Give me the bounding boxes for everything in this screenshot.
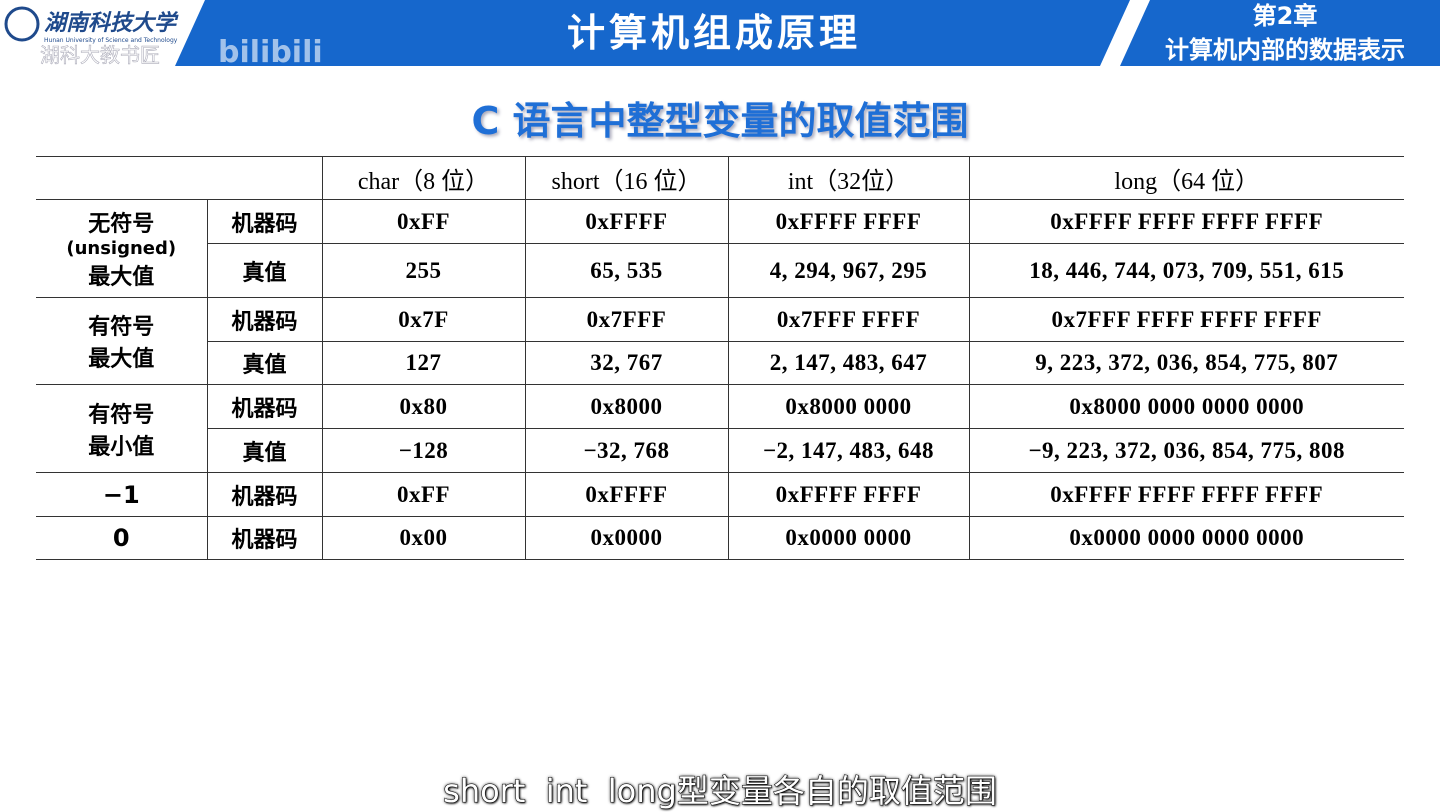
group-label-line: 无符号 [88, 212, 155, 237]
value-cell: 18, 446, 744, 073, 709, 551, 615 [968, 243, 1404, 298]
value-cell: 0x00 [321, 516, 526, 560]
group-label: 有符号 最大值 [36, 297, 208, 385]
value-cell: −9, 223, 372, 036, 854, 775, 808 [968, 428, 1404, 473]
row-kind: 真值 [207, 341, 323, 385]
group-label: −1 [36, 472, 208, 517]
group-label: 有符号 最小值 [36, 384, 208, 473]
group-label: 0 [36, 516, 208, 560]
column-header: long（64 位） [968, 156, 1404, 200]
table-row: 有符号 最大值 机器码 0x7F 0x7FFF 0x7FFF FFFF 0x7FFF FFF… [36, 297, 1404, 385]
column-header: int（32位） [727, 156, 970, 200]
value-cell: 0xFFFF FFFF FFFF FFFF [968, 199, 1404, 244]
value-cell: −128 [321, 428, 526, 473]
column-header: short（16 位） [524, 156, 729, 200]
value-cell: 0xFFFF FFFF [727, 199, 970, 244]
value-cell: 4, 294, 967, 295 [727, 243, 970, 298]
table-row: −1 机器码 0xFF 0xFFFF 0xFFFF FFFF 0xFFFF FFFF FF… [36, 472, 1404, 517]
value-cell: 0x7FFF FFFF [727, 297, 970, 342]
value-cell: 0xFFFF FFFF [727, 472, 970, 517]
logo-name: 湖南科技大学 [44, 10, 179, 36]
value-cell: 0x8000 0000 [727, 384, 970, 429]
group-label-line: (unsigned) [66, 238, 177, 259]
group-label-line: −1 [102, 480, 140, 509]
group-label-line: 最大值 [88, 265, 155, 290]
table-row: 0 机器码 0x00 0x0000 0x0000 0000 0x0000 0000 000… [36, 516, 1404, 560]
corner-cell [36, 156, 323, 200]
header-stripe [1100, 0, 1150, 66]
value-cell: 9, 223, 372, 036, 854, 775, 807 [968, 341, 1404, 385]
row-kind: 机器码 [206, 384, 323, 429]
value-cell: 0xFF [321, 199, 526, 244]
logo-emblem [4, 6, 40, 42]
watermark-site: bilibili [218, 35, 323, 66]
group-label-line: 最大值 [88, 347, 155, 372]
logo-panel [0, 0, 205, 66]
logo-subtitle: Hunan University of Science and Technolo… [44, 37, 178, 44]
header-row: char（8 位） short（16 位） int（32位） long（64 位） [36, 156, 1404, 200]
table-row: 无符号 (unsigned) 最大值 机器码 0xFF 0xFFFF 0xFFFF FFFF… [36, 199, 1404, 298]
row-kind: 机器码 [206, 297, 323, 342]
table-row: 真值 255 65, 535 4, 294, 967, 295 18, 446, 744… [36, 243, 1404, 298]
value-cell: 0x8000 0000 0000 0000 [968, 384, 1404, 429]
table-row: 真值 −128 −32, 768 −2, 147, 483, 648 −9, 223, … [36, 428, 1404, 473]
column-header: char（8 位） [321, 156, 526, 200]
value-cell: 0x7F [321, 297, 526, 342]
chapter: 第2章 [1253, 2, 1318, 30]
value-cell: −32, 768 [524, 428, 729, 473]
row-kind: 真值 [207, 428, 323, 473]
slide-title: C 语言中整型变量的取值范围 [471, 99, 969, 143]
group-label-line: 最小值 [88, 434, 155, 460]
subtitle-caption: short int long型变量各自的取值范围 [443, 772, 998, 811]
header-bar: 湖南科技大学 Hunan University of Science and T… [0, 0, 1440, 66]
value-cell: 32, 767 [524, 341, 729, 385]
value-cell: 0x7FFF [524, 297, 729, 342]
table-row: 有符号 最小值 机器码 0x80 0x8000 0x8000 0000 0x8000 000… [36, 384, 1404, 473]
value-cell: 2, 147, 483, 647 [727, 341, 970, 385]
value-cell: 0x0000 [524, 516, 729, 560]
group-label-line: 有符号 [88, 315, 155, 340]
row-kind: 机器码 [206, 199, 323, 244]
value-cell: 65, 535 [524, 243, 729, 298]
header-bg [0, 0, 1440, 66]
value-cell: 0xFFFF FFFF FFFF FFFF [968, 472, 1404, 517]
group-label-line: 有符号 [88, 402, 155, 428]
watermark: 湖科大教书匠 [40, 43, 160, 66]
row-kind: 真值 [207, 243, 323, 298]
range-table: char（8 位） short（16 位） int（32位） long（64 位） 无符… [36, 156, 1404, 560]
row-kind: 机器码 [206, 516, 323, 560]
value-cell: 0xFFFF [524, 199, 729, 244]
value-cell: 0x7FFF FFFF FFFF FFFF [968, 297, 1404, 342]
row-kind: 机器码 [206, 472, 323, 517]
value-cell: 127 [321, 341, 526, 385]
group-label-line: 0 [112, 524, 130, 552]
value-cell: 0xFF [321, 472, 526, 517]
value-cell: −2, 147, 483, 648 [727, 428, 970, 473]
value-cell: 0xFFFF [524, 472, 729, 517]
table-row: 真值 127 32, 767 2, 147, 483, 647 9, 223, 372,… [36, 341, 1404, 385]
value-cell: 0x0000 0000 0000 0000 [968, 516, 1404, 560]
course-title: 计算机组成原理 [567, 11, 861, 55]
group-label: 无符号 (unsigned) 最大值 [36, 199, 208, 298]
value-cell: 0x80 [321, 384, 526, 429]
value-cell: 255 [321, 243, 526, 298]
value-cell: 0x0000 0000 [727, 516, 970, 560]
chapter-title: 计算机内部的数据表示 [1165, 36, 1405, 64]
value-cell: 0x8000 [524, 384, 729, 429]
